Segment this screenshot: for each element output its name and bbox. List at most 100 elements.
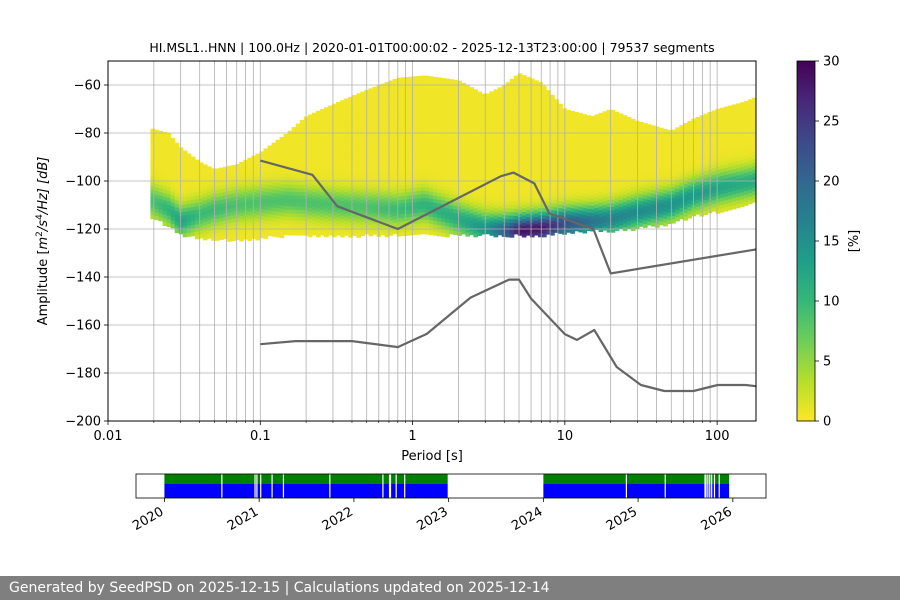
ppsd-cell: [150, 157, 156, 162]
ppsd-cell: [509, 190, 515, 195]
ppsd-cell: [715, 155, 721, 160]
ppsd-cell: [360, 196, 366, 201]
ppsd-cell: [315, 226, 321, 231]
ppsd-cell: [223, 227, 228, 232]
ppsd-cell: [429, 198, 434, 203]
ppsd-cell: [287, 188, 293, 193]
ppsd-cell: [412, 187, 418, 192]
ppsd-cell: [315, 121, 321, 126]
ppsd-cell: [372, 176, 378, 181]
ppsd-cell: [320, 112, 325, 117]
ppsd-cell: [267, 192, 273, 197]
ppsd-cell: [570, 172, 575, 177]
ppsd-cell: [408, 227, 414, 232]
ppsd-cell: [392, 129, 398, 134]
ppsd-cell: [505, 132, 511, 137]
ppsd-cell: [618, 135, 624, 140]
ppsd-cell: [348, 150, 353, 155]
ppsd-cell: [566, 207, 571, 212]
ppsd-cell: [392, 219, 398, 224]
ppsd-column: [299, 119, 305, 236]
ppsd-cell: [695, 210, 701, 215]
ppsd-cell: [630, 176, 636, 181]
ppsd-cell: [469, 191, 475, 196]
ppsd-cell: [663, 186, 668, 191]
ppsd-cell: [533, 231, 539, 236]
ppsd-cell: [457, 188, 462, 193]
ppsd-cell: [457, 210, 462, 215]
ppsd-cell: [392, 179, 398, 184]
ppsd-cell: [513, 97, 519, 102]
ppsd-cell: [719, 165, 725, 170]
ppsd-cell: [356, 219, 361, 224]
ppsd-cell: [429, 191, 434, 196]
ppsd-cell: [400, 106, 406, 111]
ppsd-cell: [574, 202, 579, 207]
ppsd-column: [638, 121, 644, 227]
ppsd-cell: [542, 157, 547, 162]
ppsd-cell: [429, 202, 434, 207]
ppsd-column: [388, 80, 394, 236]
ppsd-cell: [380, 119, 386, 124]
ppsd-cell: [320, 224, 325, 229]
ppsd-cell: [719, 114, 725, 119]
ppsd-cell: [392, 176, 398, 181]
ppsd-cell: [671, 179, 676, 184]
ppsd-cell: [731, 201, 737, 206]
ppsd-cell: [481, 158, 487, 163]
ppsd-cell: [239, 161, 244, 166]
ppsd-cell: [469, 155, 475, 160]
ppsd-cell: [586, 223, 592, 228]
ppsd-cell: [348, 172, 353, 177]
ppsd-column: [469, 87, 475, 236]
ppsd-cell: [324, 211, 329, 216]
ppsd-cell: [315, 222, 321, 227]
ppsd-cell: [433, 166, 438, 171]
ppsd-cell: [433, 148, 438, 153]
ppsd-cell: [396, 95, 402, 100]
ppsd-cell: [299, 137, 305, 142]
ppsd-cell: [477, 199, 483, 204]
ppsd-cell: [538, 100, 543, 105]
ppsd-cell: [380, 166, 386, 171]
ppsd-cell: [638, 125, 644, 130]
ppsd-cell: [400, 134, 406, 139]
ppsd-cell: [384, 100, 390, 105]
ppsd-cell: [320, 181, 325, 186]
ppsd-cell: [194, 159, 200, 164]
ppsd-cell: [711, 132, 717, 137]
ppsd-column: [687, 120, 693, 219]
ppsd-cell: [360, 178, 366, 183]
ppsd-cell: [469, 141, 475, 146]
ppsd-cell: [566, 153, 571, 158]
ppsd-cell: [271, 214, 277, 219]
ppsd-cell: [158, 145, 164, 150]
ppsd-cell: [433, 184, 438, 189]
ppsd-cell: [630, 162, 636, 167]
ppsd-cell: [416, 147, 422, 152]
ppsd-cell: [384, 218, 390, 223]
ppsd-cell: [449, 143, 454, 148]
ppsd-cell: [235, 225, 240, 230]
ppsd-cell: [610, 185, 616, 190]
ppsd-cell: [223, 206, 228, 211]
ppsd-cell: [525, 195, 531, 200]
ppsd-cell: [388, 174, 394, 179]
ppsd-cell: [554, 174, 559, 179]
ppsd-cell: [453, 191, 458, 196]
ppsd-cell: [433, 192, 438, 197]
ppsd-cell: [166, 154, 172, 159]
ppsd-cell: [344, 199, 349, 204]
ppsd-cell: [570, 161, 575, 166]
ppsd-cell: [291, 163, 297, 168]
ppsd-cell: [517, 166, 523, 171]
ppsd-cell: [485, 169, 491, 174]
ppsd-cell: [594, 186, 600, 191]
ppsd-cell: [485, 215, 491, 220]
ppsd-cell: [388, 231, 394, 236]
ppsd-cell: [174, 211, 180, 216]
ppsd-cell: [529, 89, 535, 94]
ppsd-cell: [461, 154, 466, 159]
ppsd-cell: [699, 194, 705, 199]
ppsd-cell: [368, 88, 374, 93]
